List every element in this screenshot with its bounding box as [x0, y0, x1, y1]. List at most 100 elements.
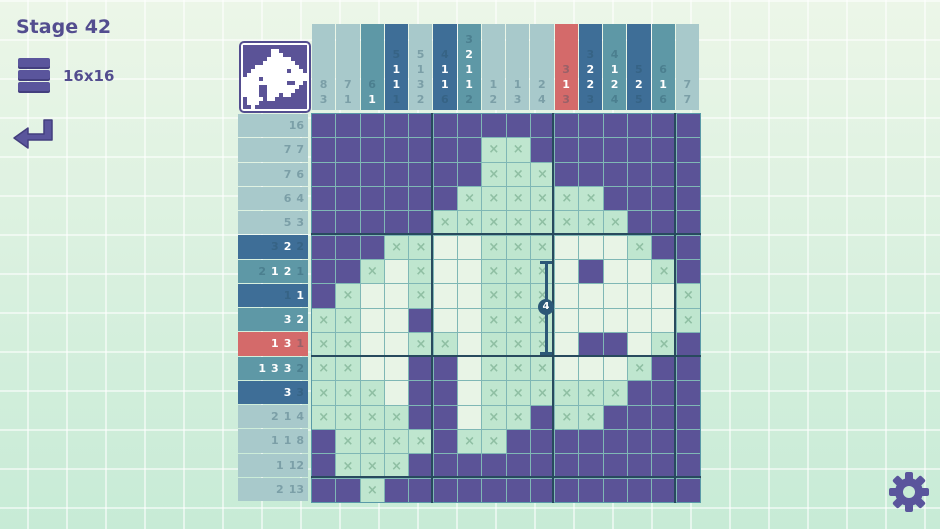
marked-cell[interactable]: × — [628, 235, 652, 259]
filled-cell[interactable] — [336, 235, 360, 259]
marked-cell[interactable]: × — [433, 332, 457, 357]
filled-cell[interactable] — [628, 211, 652, 235]
marked-cell[interactable]: × — [433, 211, 457, 235]
filled-cell[interactable] — [603, 186, 628, 211]
filled-cell[interactable] — [336, 162, 360, 186]
filled-cell[interactable] — [652, 430, 676, 454]
empty-cell[interactable] — [360, 357, 384, 381]
empty-cell[interactable] — [579, 357, 603, 381]
empty-cell[interactable] — [555, 259, 579, 284]
empty-cell[interactable] — [384, 381, 409, 405]
filled-cell[interactable] — [579, 162, 603, 186]
filled-cell[interactable] — [360, 138, 384, 162]
filled-cell[interactable] — [652, 405, 676, 430]
filled-cell[interactable] — [676, 211, 700, 235]
marked-cell[interactable]: × — [555, 186, 579, 211]
filled-cell[interactable] — [652, 114, 676, 138]
filled-cell[interactable] — [506, 454, 530, 478]
marked-cell[interactable]: × — [312, 308, 336, 332]
marked-cell[interactable]: × — [482, 211, 506, 235]
marked-cell[interactable]: × — [457, 186, 482, 211]
filled-cell[interactable] — [652, 454, 676, 478]
filled-cell[interactable] — [530, 430, 555, 454]
marked-cell[interactable]: × — [336, 381, 360, 405]
marked-cell[interactable]: × — [579, 186, 603, 211]
filled-cell[interactable] — [530, 454, 555, 478]
marked-cell[interactable]: × — [360, 430, 384, 454]
marked-cell[interactable]: × — [506, 259, 530, 284]
empty-cell[interactable] — [457, 284, 482, 308]
filled-cell[interactable] — [579, 332, 603, 357]
filled-cell[interactable] — [579, 259, 603, 284]
filled-cell[interactable] — [336, 186, 360, 211]
marked-cell[interactable]: × — [409, 259, 433, 284]
filled-cell[interactable] — [676, 138, 700, 162]
filled-cell[interactable] — [628, 430, 652, 454]
marked-cell[interactable]: × — [506, 332, 530, 357]
empty-cell[interactable] — [360, 308, 384, 332]
empty-cell[interactable] — [603, 308, 628, 332]
filled-cell[interactable] — [482, 114, 506, 138]
filled-cell[interactable] — [433, 454, 457, 478]
filled-cell[interactable] — [409, 186, 433, 211]
marked-cell[interactable]: × — [482, 381, 506, 405]
marked-cell[interactable]: × — [506, 405, 530, 430]
marked-cell[interactable]: × — [312, 332, 336, 357]
filled-cell[interactable] — [603, 430, 628, 454]
marked-cell[interactable]: × — [603, 211, 628, 235]
filled-cell[interactable] — [555, 478, 579, 502]
filled-cell[interactable] — [457, 114, 482, 138]
marked-cell[interactable]: × — [676, 284, 700, 308]
filled-cell[interactable] — [555, 454, 579, 478]
filled-cell[interactable] — [676, 357, 700, 381]
marked-cell[interactable]: × — [336, 430, 360, 454]
marked-cell[interactable]: × — [384, 454, 409, 478]
empty-cell[interactable] — [652, 308, 676, 332]
marked-cell[interactable]: × — [482, 357, 506, 381]
marked-cell[interactable]: × — [482, 162, 506, 186]
filled-cell[interactable] — [628, 454, 652, 478]
filled-cell[interactable] — [409, 114, 433, 138]
filled-cell[interactable] — [433, 114, 457, 138]
marked-cell[interactable]: × — [336, 357, 360, 381]
empty-cell[interactable] — [384, 308, 409, 332]
marked-cell[interactable]: × — [506, 357, 530, 381]
marked-cell[interactable]: × — [676, 308, 700, 332]
filled-cell[interactable] — [360, 186, 384, 211]
filled-cell[interactable] — [603, 454, 628, 478]
filled-cell[interactable] — [433, 430, 457, 454]
marked-cell[interactable]: × — [506, 308, 530, 332]
filled-cell[interactable] — [312, 454, 336, 478]
marked-cell[interactable]: × — [482, 430, 506, 454]
filled-cell[interactable] — [652, 478, 676, 502]
empty-cell[interactable] — [457, 357, 482, 381]
empty-cell[interactable] — [384, 259, 409, 284]
filled-cell[interactable] — [603, 162, 628, 186]
filled-cell[interactable] — [628, 478, 652, 502]
menu-icon[interactable] — [18, 58, 50, 94]
marked-cell[interactable]: × — [457, 430, 482, 454]
empty-cell[interactable] — [628, 284, 652, 308]
filled-cell[interactable] — [579, 114, 603, 138]
marked-cell[interactable]: × — [506, 138, 530, 162]
marked-cell[interactable]: × — [312, 405, 336, 430]
marked-cell[interactable]: × — [506, 211, 530, 235]
filled-cell[interactable] — [652, 138, 676, 162]
empty-cell[interactable] — [433, 235, 457, 259]
filled-cell[interactable] — [676, 381, 700, 405]
filled-cell[interactable] — [506, 114, 530, 138]
marked-cell[interactable]: × — [360, 259, 384, 284]
filled-cell[interactable] — [336, 259, 360, 284]
marked-cell[interactable]: × — [457, 211, 482, 235]
empty-cell[interactable] — [652, 284, 676, 308]
filled-cell[interactable] — [409, 357, 433, 381]
filled-cell[interactable] — [312, 259, 336, 284]
marked-cell[interactable]: × — [506, 381, 530, 405]
marked-cell[interactable]: × — [530, 186, 555, 211]
empty-cell[interactable] — [603, 259, 628, 284]
filled-cell[interactable] — [555, 114, 579, 138]
marked-cell[interactable]: × — [336, 405, 360, 430]
filled-cell[interactable] — [579, 454, 603, 478]
filled-cell[interactable] — [336, 478, 360, 502]
filled-cell[interactable] — [555, 430, 579, 454]
